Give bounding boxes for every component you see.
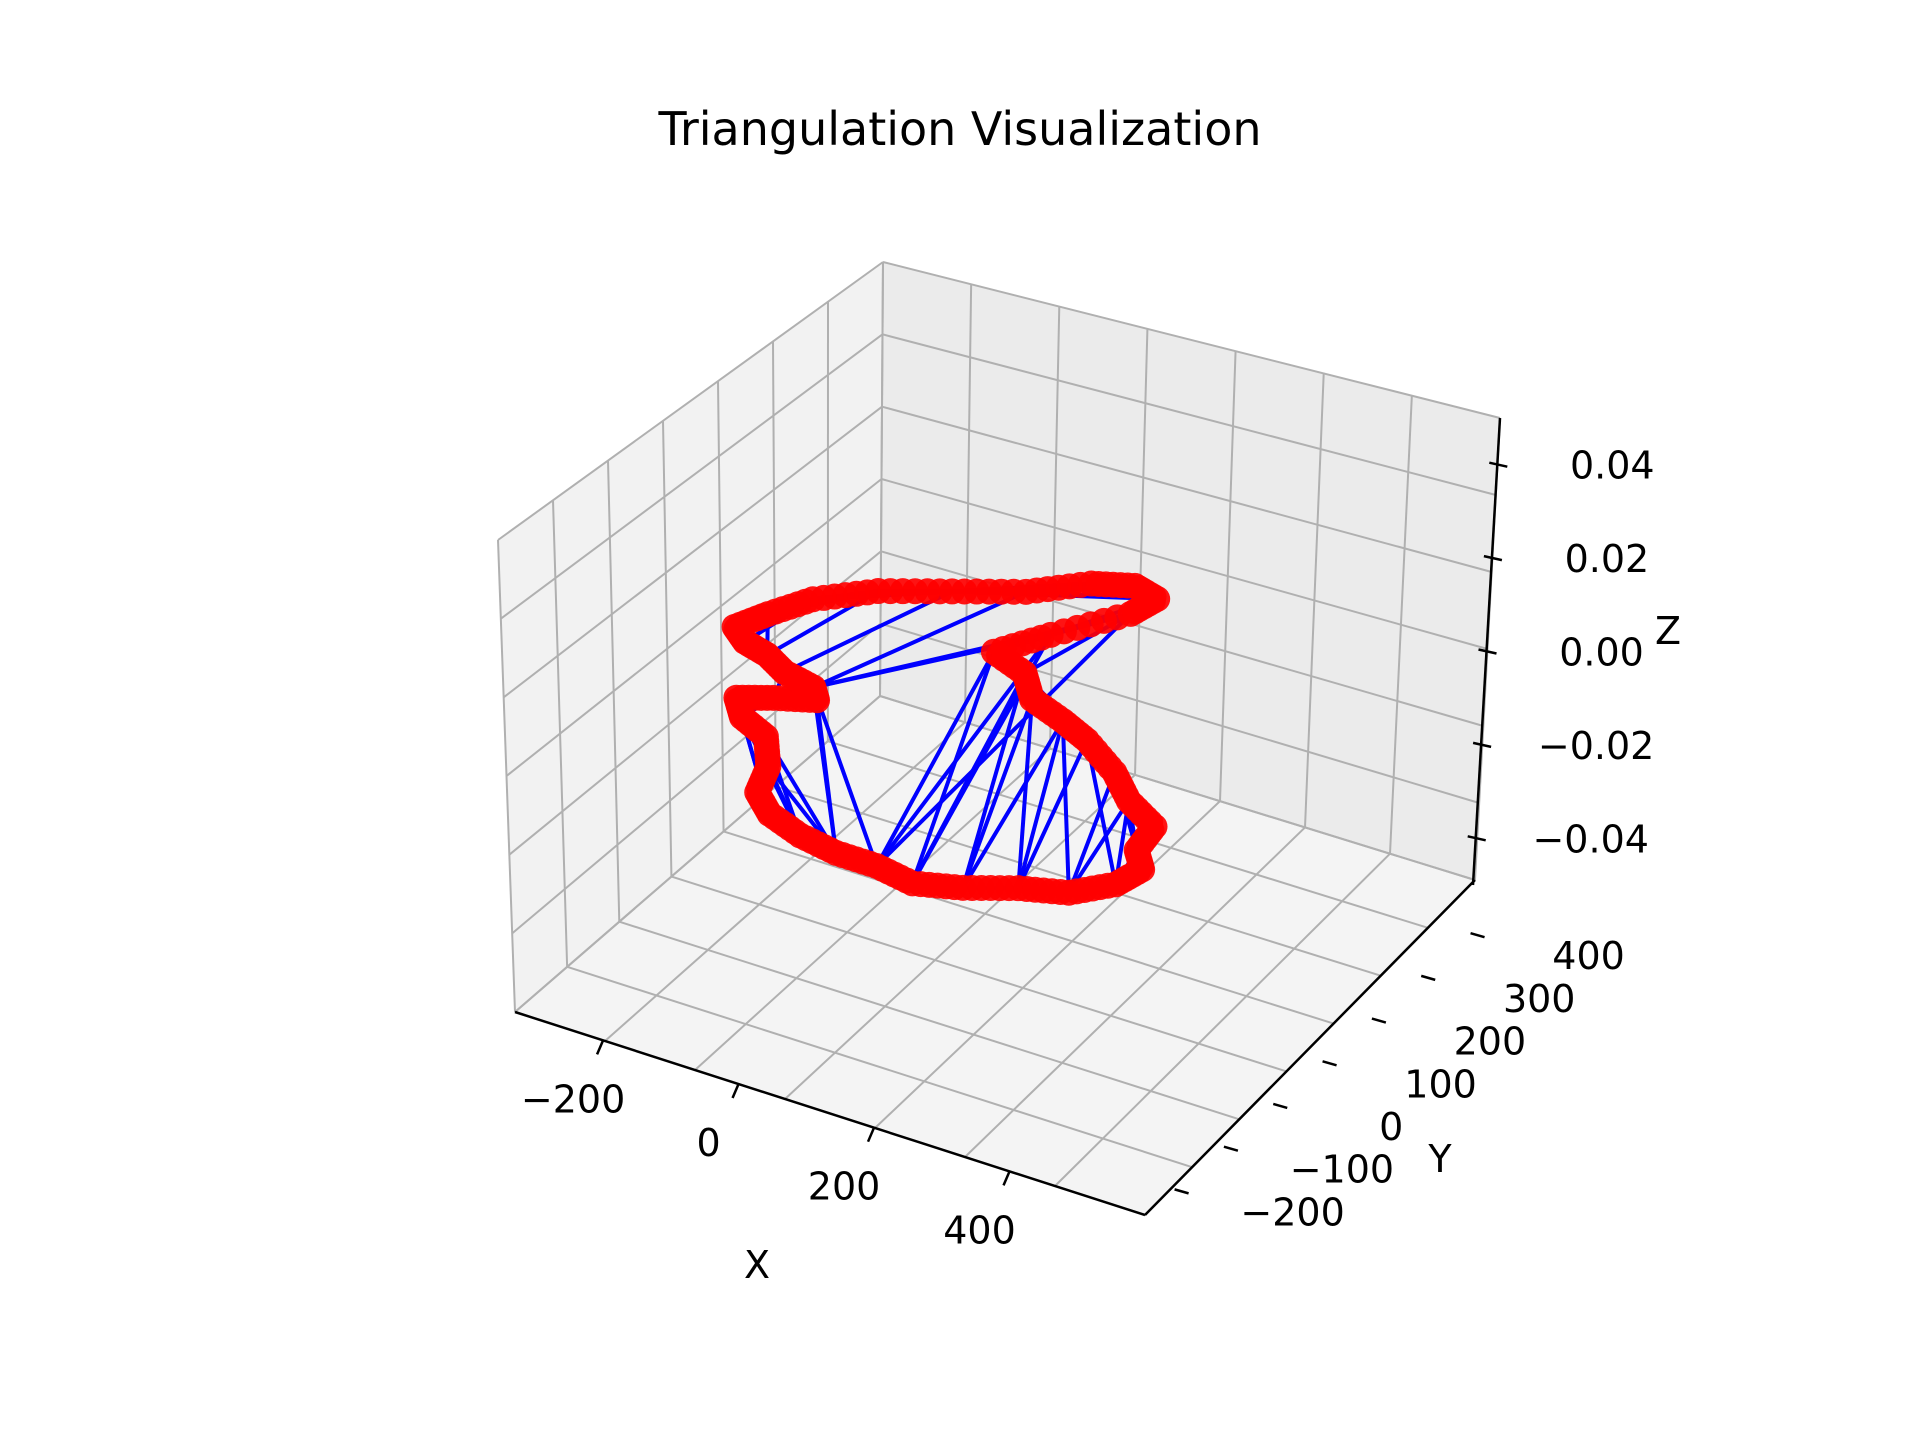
y-tick-label: 400 — [1552, 934, 1625, 978]
triangulation-edge — [960, 698, 1034, 889]
boundary-points — [721, 570, 1171, 906]
z-tick-label: −0.02 — [1538, 724, 1654, 768]
grid-line-z-back — [881, 405, 1492, 573]
grid-line-z-back — [880, 622, 1480, 804]
triangulation-edge — [815, 700, 838, 854]
x-tick-label: −200 — [521, 1077, 625, 1121]
left-pane — [498, 262, 883, 1012]
grid-line-z-back — [882, 333, 1497, 496]
axes-panes — [498, 262, 1500, 1215]
grid-line-y — [618, 920, 1240, 1121]
grid-line-x — [874, 800, 1221, 1129]
back-pane — [880, 262, 1500, 880]
y-tick-label: 100 — [1404, 1062, 1477, 1106]
triangulation-edge — [961, 719, 1065, 889]
y-tick-mark — [1174, 1188, 1189, 1195]
grid-line-y — [566, 965, 1193, 1169]
grid-line-z-left — [503, 405, 883, 699]
z-tick-mark — [1489, 461, 1508, 468]
triangulation-edge — [783, 589, 953, 674]
triangulation-edge — [1060, 720, 1071, 893]
grid-line-z-left — [505, 478, 883, 777]
grid-line-z-back — [882, 261, 1501, 419]
triangulation-edge — [1016, 699, 1035, 889]
x-tick-mark — [595, 1039, 605, 1055]
grid-line-z-back — [881, 478, 1488, 650]
boundary-point — [754, 797, 781, 824]
y-axis-label: Y — [1427, 1137, 1452, 1181]
z-tick-mark — [1467, 835, 1486, 842]
z-tick-label: 0.02 — [1565, 537, 1650, 581]
y-tick-mark — [1470, 931, 1485, 939]
grid-line-z-left — [497, 261, 884, 541]
grid-line-x — [964, 826, 1306, 1158]
y-tick-label: 200 — [1454, 1020, 1527, 1064]
triangulation-edge — [1016, 739, 1089, 890]
y-tick-label: 0 — [1379, 1105, 1403, 1149]
z-tick-mark — [1478, 648, 1497, 655]
axis-lines — [514, 417, 1508, 1217]
grid-line-x — [694, 747, 1051, 1071]
triangulation-edge — [1016, 720, 1065, 889]
x-tick-label: 400 — [943, 1208, 1016, 1252]
y-axis-line — [1144, 879, 1476, 1216]
grid-line-z-left — [511, 622, 882, 935]
z-tick-mark — [1483, 554, 1503, 562]
triangulation-edge — [910, 651, 996, 885]
grid-line-x — [1054, 853, 1391, 1187]
y-tick-label: 300 — [1503, 977, 1576, 1021]
grid-line-x — [604, 721, 966, 1042]
z-tick-label: 0.00 — [1559, 631, 1644, 675]
grid-line-y — [723, 830, 1334, 1025]
grid-line-z-left — [514, 695, 881, 1013]
x-axis-line — [514, 1010, 1146, 1217]
y-tick-mark — [1420, 974, 1436, 982]
z-tick-label: 0.04 — [1570, 444, 1655, 488]
floor-pane — [515, 696, 1475, 1215]
triangulation-edge — [1067, 799, 1131, 894]
z-tick-label: −0.04 — [1532, 817, 1648, 861]
triangulation-edge — [811, 686, 879, 867]
grid-line-x — [784, 774, 1136, 1100]
x-tick-label: 0 — [696, 1121, 720, 1165]
triangulation-edge — [960, 672, 1027, 889]
grid-line-z-left — [500, 333, 884, 620]
triangulation-edge — [1066, 771, 1117, 894]
y-tick-mark — [1322, 1060, 1337, 1067]
x-tick-mark — [731, 1083, 740, 1099]
y-tick-label: −200 — [1240, 1190, 1344, 1234]
y-tick-mark — [1371, 1017, 1387, 1024]
triangulation-edge — [874, 650, 996, 867]
chart-title: Triangulation Visualization — [658, 102, 1262, 156]
grid-line-y — [671, 875, 1287, 1073]
x-tick-mark — [866, 1127, 876, 1143]
x-tick-label: 200 — [808, 1165, 881, 1209]
y-tick-label: −100 — [1290, 1148, 1394, 1192]
z-tick-mark — [1472, 741, 1492, 749]
y-tick-mark — [1272, 1102, 1288, 1110]
triangulation-edge — [812, 589, 1027, 690]
y-tick-mark — [1223, 1145, 1239, 1152]
x-axis-label: X — [744, 1243, 770, 1287]
z-axis-label: Z — [1655, 609, 1681, 653]
x-tick-mark — [1002, 1170, 1011, 1186]
